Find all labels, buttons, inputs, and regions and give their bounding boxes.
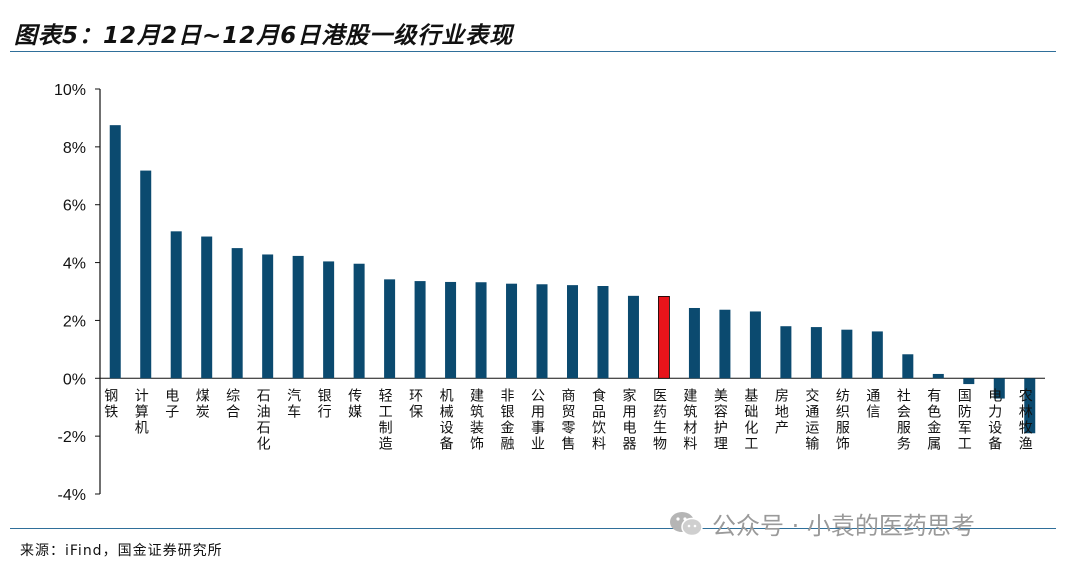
x-tick-label: 房地产 — [775, 388, 789, 436]
bar-25 — [841, 329, 853, 379]
x-tick-label: 机械设备 — [440, 388, 454, 452]
x-tick-label: 有色金属 — [927, 388, 941, 452]
chart-title: 图表5：12月2日~12月6日港股一级行业表现 — [14, 23, 514, 49]
watermark-text: 公众号 · 小袁的医药思考 — [712, 512, 975, 540]
x-tick-label: 建筑装饰 — [470, 388, 484, 452]
bar-9 — [353, 263, 365, 379]
bar-series — [109, 125, 1036, 434]
bar-17 — [597, 286, 609, 379]
bar-11 — [414, 281, 426, 379]
bar-28 — [932, 373, 944, 379]
bar-14 — [506, 283, 518, 379]
bar-4 — [201, 236, 213, 379]
bar-2 — [140, 170, 152, 379]
y-tick-label: -4% — [58, 487, 86, 504]
wechat-icon — [668, 510, 704, 538]
x-tick-label: 环保 — [409, 388, 423, 420]
x-tick-label: 社会服务 — [897, 388, 911, 452]
x-tick-label: 农林牧渔 — [1019, 388, 1033, 452]
y-tick-label: 8% — [63, 140, 86, 157]
bar-23 — [780, 326, 792, 379]
bar-12 — [445, 281, 457, 379]
y-tick-label: 0% — [63, 371, 86, 388]
bar-13 — [475, 282, 487, 379]
watermark: 公众号 · 小袁的医药思考 — [668, 506, 975, 541]
x-tick-label: 纺织服饰 — [836, 388, 850, 452]
x-tick-label: 综合 — [226, 388, 240, 420]
bar-24 — [810, 327, 822, 379]
bar-18 — [627, 295, 639, 379]
x-tick-label: 钢铁 — [104, 388, 118, 420]
bar-22 — [749, 311, 761, 379]
x-tick-label: 煤炭 — [196, 388, 210, 420]
bar-19 — [658, 296, 670, 379]
bar-16 — [567, 285, 578, 379]
source-note: 来源：iFind，国金证券研究所 — [20, 543, 223, 559]
x-tick-label: 公用事业 — [531, 388, 545, 452]
bar-10 — [384, 279, 396, 379]
x-tick-label: 通信 — [866, 388, 880, 420]
y-axis: -4% -2% 0% 2% 4% 6% 8% 10% — [54, 82, 1045, 504]
y-tick-label: 2% — [63, 313, 86, 330]
bar-8 — [323, 261, 335, 379]
x-tick-label: 汽车 — [287, 388, 301, 420]
y-tick-label: -2% — [58, 429, 86, 446]
x-tick-label: 非银金融 — [501, 388, 515, 452]
x-tick-label: 美容护理 — [714, 388, 728, 452]
x-tick-label: 医药生物 — [653, 388, 667, 452]
bar-15 — [536, 284, 548, 379]
bar-20 — [688, 307, 700, 379]
x-tick-label: 轻工制造 — [379, 388, 393, 452]
y-tick-label: 4% — [63, 256, 86, 273]
x-tick-label: 石油石化 — [257, 388, 271, 452]
footer-divider — [10, 528, 1056, 529]
bar-7 — [292, 255, 304, 379]
x-tick-label: 商贸零售 — [562, 388, 576, 452]
x-tick-label: 计算机 — [135, 388, 149, 436]
title-divider — [10, 51, 1056, 52]
x-tick-label: 交通运输 — [805, 387, 819, 452]
x-tick-label: 电力设备 — [988, 388, 1002, 452]
bar-3 — [170, 231, 182, 379]
y-tick-label: 10% — [54, 82, 86, 99]
x-tick-label: 银行 — [318, 388, 332, 420]
x-tick-label: 传媒 — [348, 388, 362, 420]
bar-6 — [262, 254, 274, 379]
x-tick-label: 家用电器 — [622, 387, 636, 452]
bar-1 — [109, 125, 121, 379]
bar-31 — [1024, 378, 1036, 434]
x-tick-label: 国防军工 — [958, 388, 972, 452]
x-tick-label: 基础化工 — [744, 387, 758, 452]
bar-29 — [963, 378, 975, 385]
bar-21 — [719, 309, 731, 379]
y-tick-label: 6% — [63, 198, 86, 215]
bar-30 — [993, 378, 1005, 399]
bar-26 — [871, 331, 883, 379]
bar-5 — [231, 248, 243, 379]
x-tick-label: 电子 — [165, 388, 179, 420]
x-tick-label: 建筑材料 — [683, 388, 697, 452]
x-tick-label: 食品饮料 — [592, 387, 606, 452]
bar-27 — [902, 354, 914, 379]
